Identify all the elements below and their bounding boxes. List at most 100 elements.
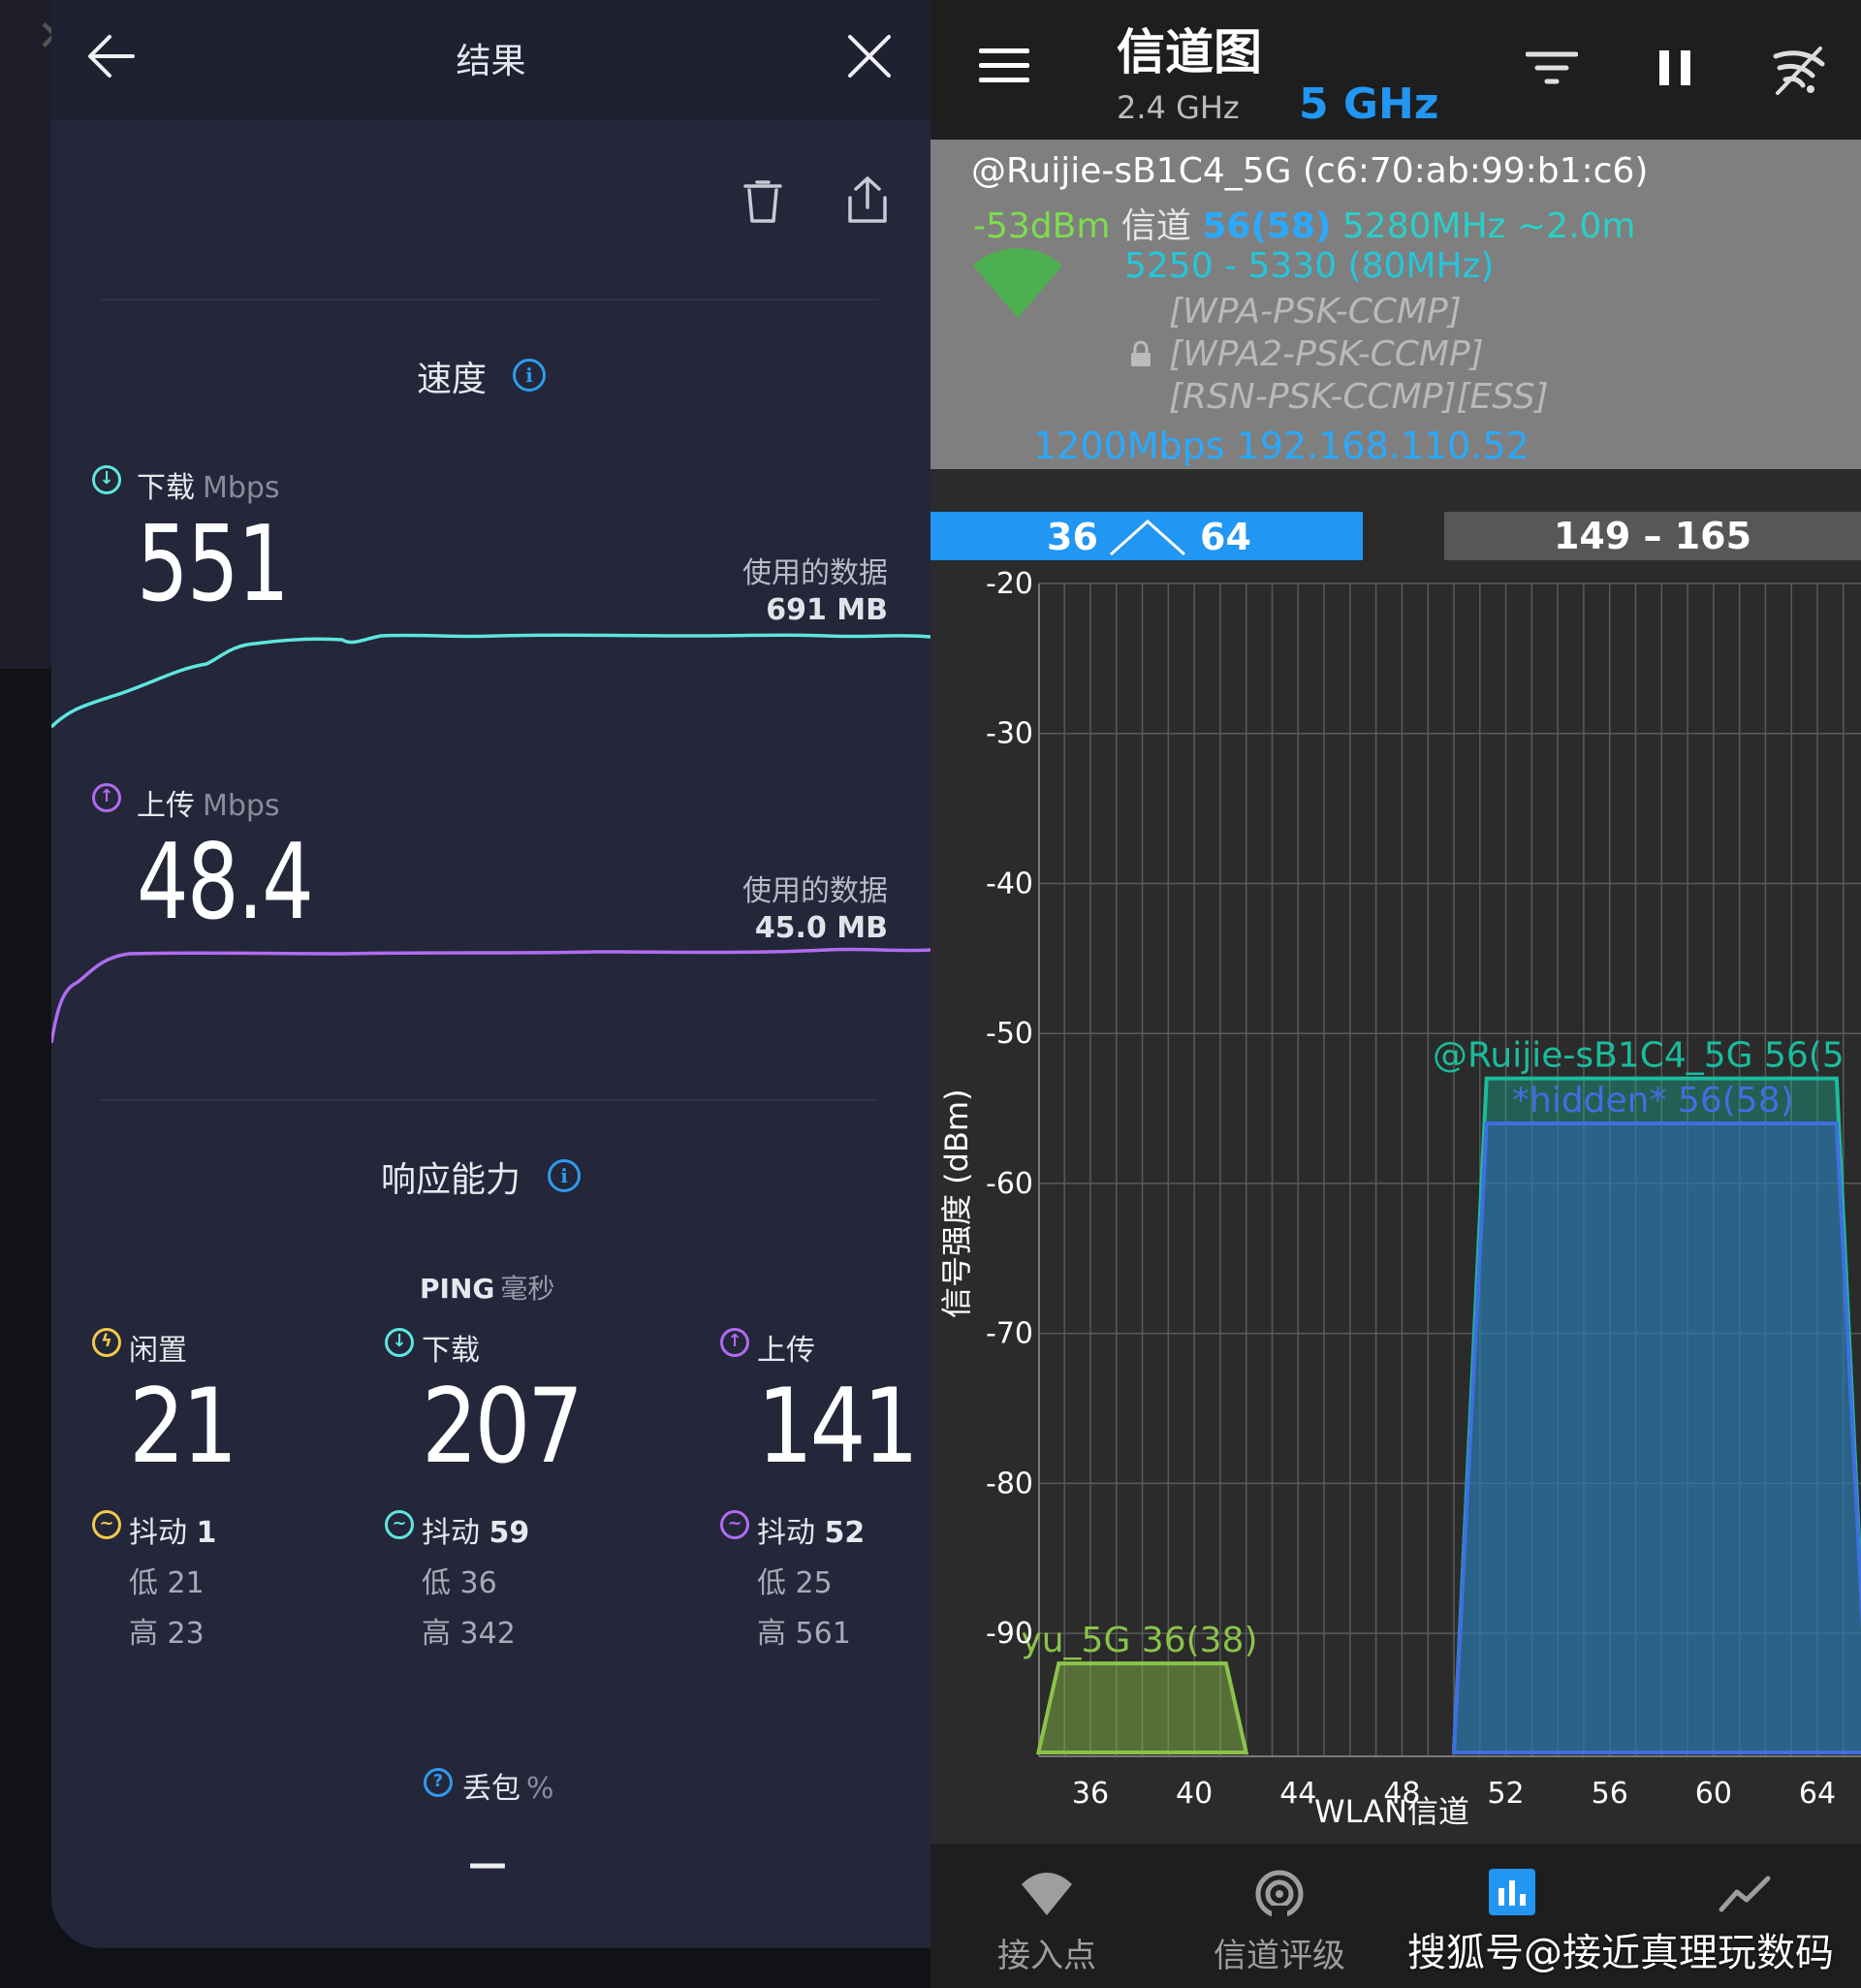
share-icon[interactable] xyxy=(844,174,891,225)
x-axis-label: WLAN信道 xyxy=(1314,1793,1469,1830)
ap-security: [WPA-PSK-CCMP] [WPA2-PSK-CCMP] [RSN-PSK-… xyxy=(1169,292,1549,417)
series-area xyxy=(1035,1661,1249,1754)
y-tick-label: -60 xyxy=(986,1167,1033,1201)
ping-idle-low: 低 21 xyxy=(129,1566,205,1600)
ping-header: PING 毫秒 xyxy=(420,1273,555,1305)
lock-icon xyxy=(1131,340,1151,366)
signal-rating-icon xyxy=(1255,1870,1304,1919)
ping-upload-value: 141 xyxy=(757,1367,919,1486)
y-tick-label: -70 xyxy=(986,1317,1033,1351)
y-tick-label: -50 xyxy=(986,1017,1033,1051)
wifi-icon xyxy=(1022,1873,1072,1915)
nav-channel-rating[interactable]: 信道评级 xyxy=(1183,1867,1376,1976)
download-data-used: 使用的数据 691 MB xyxy=(742,556,888,627)
band-5ghz-tab[interactable]: 5 GHz xyxy=(1299,79,1439,129)
jitter-icon: ~ xyxy=(385,1510,414,1539)
ap-frequency-range: 5250 - 5330 (80MHz) xyxy=(1124,246,1495,286)
ping-download-low: 低 36 xyxy=(422,1566,497,1600)
upload-graph xyxy=(51,947,930,1044)
ping-download-jitter: 抖动 59 xyxy=(422,1516,530,1550)
upload-icon: ↑ xyxy=(720,1328,749,1357)
upload-icon: ↑ xyxy=(92,783,121,812)
result-card: 结果 速度 i ↓ 下载 Mbps 551 使用的数据 691 MB ↑ 上传 Mbp… xyxy=(51,0,930,1948)
channel-range-tab-low[interactable]: 36 64 xyxy=(930,512,1363,560)
info-icon[interactable]: i xyxy=(513,359,546,392)
channel-graph: yu_5G 36(38) @Ruijie-sB1C4_5G 56(5 *hidden… xyxy=(938,567,1861,1830)
ap-signal-line: -53dBm 信道 56(58) 5280MHz ~2.0m xyxy=(973,206,1636,246)
jitter-icon: ~ xyxy=(92,1510,121,1539)
y-tick-label: -90 xyxy=(986,1617,1033,1651)
upload-speed: 48.4 xyxy=(137,822,314,943)
ping-idle: ϟ 闲置 21 ~ 抖动 1 低 21 高 23 xyxy=(92,1318,344,1651)
ping-upload-low: 低 25 xyxy=(757,1566,833,1600)
x-tick-label: 64 xyxy=(1799,1777,1836,1811)
x-tick-label: 44 xyxy=(1279,1777,1316,1811)
result-header xyxy=(51,0,930,120)
watermark: 搜狐号@接近真理玩数码 xyxy=(1407,1931,1834,1975)
ping-download: ↓ 下载 207 ~ 抖动 59 低 36 高 342 xyxy=(385,1318,637,1651)
y-tick-label: -80 xyxy=(986,1467,1033,1500)
upload-label: 上传 Mbps xyxy=(137,789,280,823)
x-tick-label: 48 xyxy=(1383,1777,1420,1811)
wifi-scan-icon[interactable] xyxy=(1772,43,1826,97)
x-tick-label: 56 xyxy=(1592,1777,1628,1811)
y-tick-label: -40 xyxy=(986,867,1033,900)
band-2-4ghz-tab[interactable]: 2.4 GHz xyxy=(1117,89,1240,126)
ping-upload-jitter: 抖动 52 xyxy=(757,1516,866,1550)
back-arrow-icon[interactable] xyxy=(86,31,137,81)
ping-download-value: 207 xyxy=(422,1367,584,1486)
help-icon[interactable]: ? xyxy=(424,1768,453,1797)
x-tick-label: 52 xyxy=(1487,1777,1524,1811)
ping-idle-label: 闲置 xyxy=(129,1334,187,1368)
ping-upload: ↑ 上传 141 ~ 抖动 52 低 25 高 561 xyxy=(720,1318,930,1651)
trash-icon[interactable] xyxy=(741,178,784,225)
pause-icon[interactable] xyxy=(1659,50,1702,89)
series-label: @Ruijie-sB1C4_5G 56(5 xyxy=(1433,1036,1845,1076)
packet-loss-label: 丢包% xyxy=(462,1772,554,1806)
wifi-analyzer-panel: 信道图 2.4 GHz 5 GHz @Ruijie-sB1C4_5G (c6:7… xyxy=(930,0,1861,1988)
download-icon: ↓ xyxy=(92,465,121,494)
packet-loss-value: — xyxy=(468,1842,507,1886)
nav-time-graph[interactable] xyxy=(1648,1867,1842,1929)
ping-upload-high: 高 561 xyxy=(757,1617,851,1651)
series-label: yu_5G 36(38) xyxy=(1021,1621,1257,1660)
x-tick-label: 40 xyxy=(1176,1777,1213,1811)
responsiveness-title: 响应能力 xyxy=(381,1160,521,1200)
ping-idle-value: 21 xyxy=(129,1367,238,1486)
filter-icon[interactable] xyxy=(1526,48,1578,89)
close-icon[interactable] xyxy=(846,33,893,79)
analyzer-header: 信道图 2.4 GHz 5 GHz xyxy=(930,0,1861,140)
ping-upload-label: 上传 xyxy=(757,1334,815,1368)
bottom-navigation: 接入点 信道评级 搜狐号@接近真理玩数码 xyxy=(930,1844,1861,1988)
divider xyxy=(100,299,878,300)
x-tick-label: 60 xyxy=(1695,1777,1732,1811)
y-tick-label: -20 xyxy=(986,567,1033,601)
page-title: 结果 xyxy=(456,42,526,81)
ap-ssid: @Ruijie-sB1C4_5G (c6:70:ab:99:b1:c6) xyxy=(971,151,1649,191)
download-speed: 551 xyxy=(137,504,290,625)
range-caret-icon xyxy=(1109,519,1186,556)
channel-range-tab-high[interactable]: 149 – 165 xyxy=(1444,512,1861,560)
nav-channel-graph[interactable] xyxy=(1415,1867,1609,1929)
y-axis-label: 信号强度 (dBm) xyxy=(938,1089,975,1318)
series-area xyxy=(1451,1121,1861,1754)
info-icon[interactable]: i xyxy=(548,1159,581,1192)
menu-icon[interactable] xyxy=(979,48,1029,92)
idle-icon: ϟ xyxy=(92,1328,121,1357)
jitter-icon: ~ xyxy=(720,1510,749,1539)
wifi-signal-icon xyxy=(973,248,1062,318)
ping-download-high: 高 342 xyxy=(422,1617,516,1651)
page-title: 信道图 xyxy=(1117,24,1262,80)
download-icon: ↓ xyxy=(385,1328,414,1357)
nav-access-points[interactable]: 接入点 xyxy=(950,1867,1144,1976)
line-chart-icon xyxy=(1719,1876,1771,1912)
upload-data-used: 使用的数据 45.0 MB xyxy=(742,874,888,945)
download-graph xyxy=(51,633,930,729)
background-app-strip: ✕ xyxy=(0,0,73,669)
series-label: *hidden* 56(58) xyxy=(1512,1081,1794,1120)
ping-idle-jitter: 抖动 1 xyxy=(129,1516,217,1550)
x-tick-label: 36 xyxy=(1072,1777,1109,1811)
access-point-detail[interactable]: @Ruijie-sB1C4_5G (c6:70:ab:99:b1:c6) -53… xyxy=(930,140,1861,469)
ping-download-label: 下载 xyxy=(422,1334,480,1368)
